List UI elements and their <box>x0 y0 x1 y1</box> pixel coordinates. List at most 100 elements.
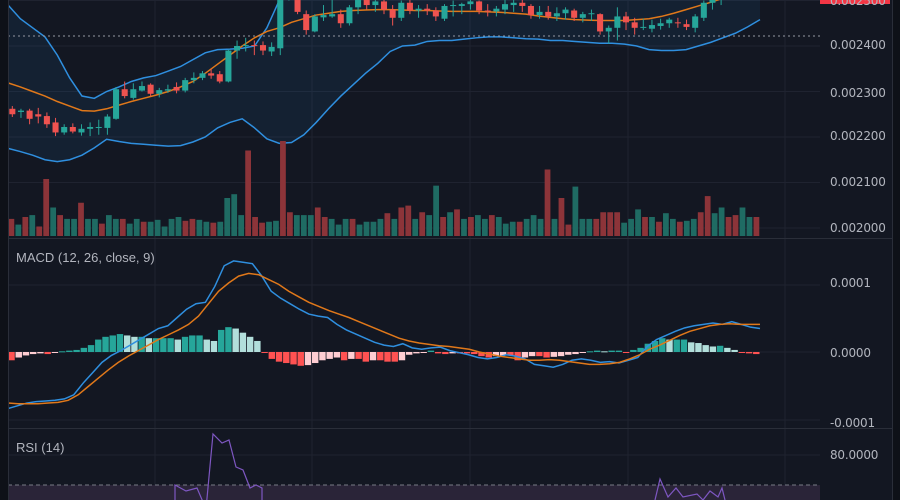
rsi-pane-title[interactable]: RSI (14) <box>16 440 65 455</box>
volume-bar <box>551 218 558 236</box>
volume-bar <box>189 218 196 236</box>
volume-bar <box>314 207 321 236</box>
macd-histogram-bar <box>116 334 124 352</box>
macd-histogram-bar <box>622 352 630 353</box>
macd-histogram-bar <box>196 335 203 352</box>
volume-bar <box>419 212 426 236</box>
macd-axis-label: 0.0000 <box>830 346 871 360</box>
last-price-tag <box>820 0 890 4</box>
macd-axis-label: -0.0001 <box>830 416 875 430</box>
volume-bar <box>516 221 523 236</box>
macd-histogram-bar <box>413 352 420 354</box>
candle-body <box>208 73 215 76</box>
volume-bar <box>377 218 384 236</box>
macd-histogram-bar <box>745 352 753 354</box>
volume-bar <box>753 217 760 236</box>
macd-histogram-bar <box>709 346 717 352</box>
macd-histogram-bar <box>73 349 80 352</box>
macd-histogram-bar <box>362 352 370 362</box>
price-axis-label: 0.002500 <box>830 0 886 8</box>
volume-bar <box>502 223 509 236</box>
bollinger-lower-line <box>7 18 761 163</box>
candle-body <box>588 13 595 15</box>
macd-histogram-bar <box>348 352 355 359</box>
volume-bar <box>78 202 84 236</box>
macd-histogram-bar <box>210 340 218 352</box>
candle-body <box>648 25 655 29</box>
macd-histogram-bar <box>369 352 377 361</box>
volume-bar <box>509 221 516 236</box>
volume-bar <box>161 226 168 236</box>
volume-bar <box>391 218 398 236</box>
candle-body <box>225 50 232 82</box>
volume-bar <box>175 217 182 236</box>
price-axis[interactable] <box>820 0 900 500</box>
macd-histogram-bar <box>246 336 254 352</box>
macd-histogram-bar <box>593 350 601 352</box>
candle-body <box>380 1 388 10</box>
candle-body <box>692 16 699 28</box>
macd-histogram-bar <box>131 336 138 352</box>
macd-histogram-bar <box>203 339 210 352</box>
macd-histogram-bar <box>680 339 688 352</box>
macd-histogram-bar <box>15 352 22 358</box>
macd-histogram-bar <box>543 352 550 358</box>
volume-bar <box>704 196 711 236</box>
macd-histogram-bar <box>666 339 673 352</box>
volume-bar <box>196 219 203 236</box>
candle-body <box>242 45 249 47</box>
price-axis-label: 0.002200 <box>830 129 886 143</box>
candle-body <box>631 22 638 28</box>
macd-histogram-bar <box>738 352 746 353</box>
macd-pane-title[interactable]: MACD (12, 26, close, 9) <box>16 250 155 265</box>
candle-body <box>501 4 509 10</box>
candle-body <box>173 86 180 91</box>
rsi-line <box>174 432 263 500</box>
candle-body <box>666 19 673 24</box>
volume-bar <box>621 222 628 236</box>
volume-bar <box>328 218 335 236</box>
macd-histogram-bar <box>753 352 760 355</box>
macd-histogram-bar <box>268 352 276 359</box>
candle-body <box>484 10 491 12</box>
volume-bar <box>663 213 669 236</box>
macd-histogram-bar <box>420 352 427 353</box>
volume-bar <box>537 218 544 236</box>
macd-histogram-bar <box>29 352 37 355</box>
volume-bar <box>593 218 600 236</box>
candle-body <box>510 2 517 6</box>
candle-body <box>450 5 457 7</box>
volume-bar <box>245 150 252 236</box>
pane-divider[interactable] <box>8 238 892 239</box>
candle-body <box>26 110 33 119</box>
macd-line <box>7 260 761 410</box>
candle-body <box>553 13 560 17</box>
volume-bar <box>495 217 502 236</box>
volume-bar <box>168 218 175 236</box>
volume-bar <box>342 218 349 236</box>
macd-histogram-bar <box>304 352 312 366</box>
macd-histogram-bar <box>167 338 174 352</box>
volume-bar <box>57 215 64 236</box>
volume-bar <box>628 218 634 236</box>
volume-bar <box>683 220 690 236</box>
macd-histogram-bar <box>615 350 623 352</box>
volume-bar <box>64 218 70 236</box>
candle-body <box>640 26 647 28</box>
bollinger-fill <box>8 0 760 162</box>
candle-body <box>597 14 604 32</box>
volume-bar <box>558 198 565 236</box>
volume-bar <box>238 215 245 236</box>
macd-histogram-bar <box>702 345 709 352</box>
volume-bar <box>718 207 725 236</box>
volume-bar <box>725 217 732 236</box>
macd-histogram-bar <box>44 352 51 355</box>
volume-bar <box>607 212 614 236</box>
left-edge <box>0 0 9 500</box>
candle-body <box>182 80 189 91</box>
pane-divider[interactable] <box>8 428 892 429</box>
macd-histogram-bar <box>716 345 724 352</box>
candle-body <box>406 2 413 11</box>
